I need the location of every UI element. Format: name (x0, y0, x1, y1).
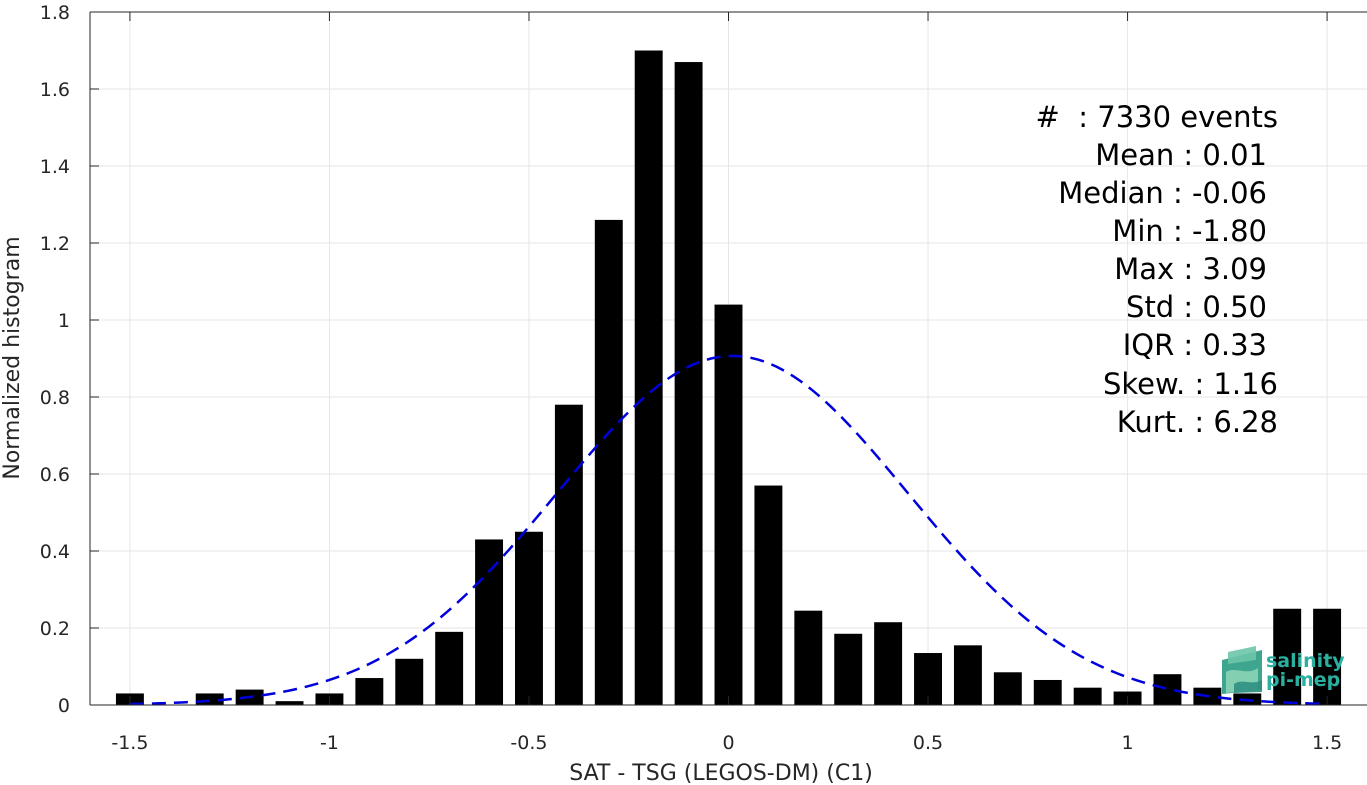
x-tick-label-6: 1.5 (1312, 732, 1342, 754)
stat-mean: Mean : 0.01 (1095, 138, 1267, 172)
x-tick-label-4: 0.5 (913, 732, 943, 754)
x-tick-label-3: 0 (722, 732, 734, 754)
histogram-bar-19 (874, 622, 903, 705)
salinity-pimep-logo: salinity pi-mep (1222, 646, 1345, 694)
histogram-bar-23 (1033, 679, 1062, 705)
histogram-bar-30 (1313, 608, 1342, 705)
logo-line2: pi-mep (1266, 669, 1340, 691)
x-tick-label-0: -1.5 (111, 732, 148, 754)
histogram-bar-13 (634, 50, 663, 705)
y-tick-label-8: 1.6 (40, 79, 70, 101)
histogram-bar-17 (794, 610, 823, 705)
y-tick-label-9: 1.8 (40, 2, 70, 24)
y-tick-label-5: 1 (58, 310, 70, 332)
x-tick-label-5: 1 (1122, 732, 1134, 754)
histogram-bar-15 (714, 304, 743, 705)
y-axis-ticks: 0 0.2 0.4 0.6 0.8 1 1.2 1.4 1.6 1.8 (40, 2, 99, 717)
histogram-bar-18 (834, 633, 863, 705)
y-tick-label-4: 0.8 (40, 387, 70, 409)
stat-max: Max : 3.09 (1114, 252, 1267, 286)
histogram-bar-22 (993, 672, 1022, 705)
y-tick-label-0: 0 (58, 695, 70, 717)
stat-iqr: IQR : 0.33 (1123, 328, 1267, 362)
histogram-bar-29 (1273, 608, 1302, 705)
logo-wave-icon (1222, 646, 1262, 694)
y-tick-label-6: 1.2 (40, 233, 70, 255)
histogram-bar-9 (475, 539, 504, 705)
histogram-bar-10 (515, 531, 543, 705)
histogram-bar-6 (355, 678, 384, 705)
histogram-bar-2 (195, 693, 224, 705)
stat-median: Median : -0.06 (1058, 176, 1267, 210)
y-tick-label-2: 0.4 (40, 541, 70, 563)
y-axis-label: Normalized histogram (0, 236, 25, 479)
histogram-bar-7 (395, 658, 424, 705)
x-axis-label: SAT - TSG (LEGOS-DM) (C1) (569, 761, 873, 785)
histogram-bar-8 (435, 631, 464, 705)
logo-line1: salinity (1266, 650, 1345, 672)
stats-annotation: # : 7330 events Mean : 0.01 Median : -0.… (1036, 100, 1278, 439)
histogram-bar-4 (275, 701, 304, 705)
stat-events: # : 7330 events (1036, 100, 1278, 134)
x-axis-ticks: -1.5 -1 -0.5 0 0.5 1 1.5 (111, 12, 1342, 754)
x-tick-label-2: -0.5 (510, 732, 547, 754)
y-tick-label-3: 0.6 (40, 464, 70, 486)
normal-fit-curve (129, 354, 1328, 706)
histogram-bar-14 (674, 62, 703, 706)
histogram-bar-12 (594, 219, 623, 705)
y-tick-label-1: 0.2 (40, 618, 70, 640)
histogram-bar-21 (953, 645, 982, 705)
histogram-bar-11 (554, 404, 583, 705)
x-tick-label-1: -1 (320, 732, 339, 754)
histogram-bar-16 (754, 485, 783, 705)
stat-std: Std : 0.50 (1126, 290, 1267, 324)
stat-min: Min : -1.80 (1112, 214, 1267, 248)
histogram-bar-24 (1073, 687, 1102, 705)
stat-skew: Skew. : 1.16 (1103, 367, 1278, 401)
y-tick-label-7: 1.4 (40, 156, 70, 178)
stat-kurt: Kurt. : 6.28 (1117, 405, 1278, 439)
